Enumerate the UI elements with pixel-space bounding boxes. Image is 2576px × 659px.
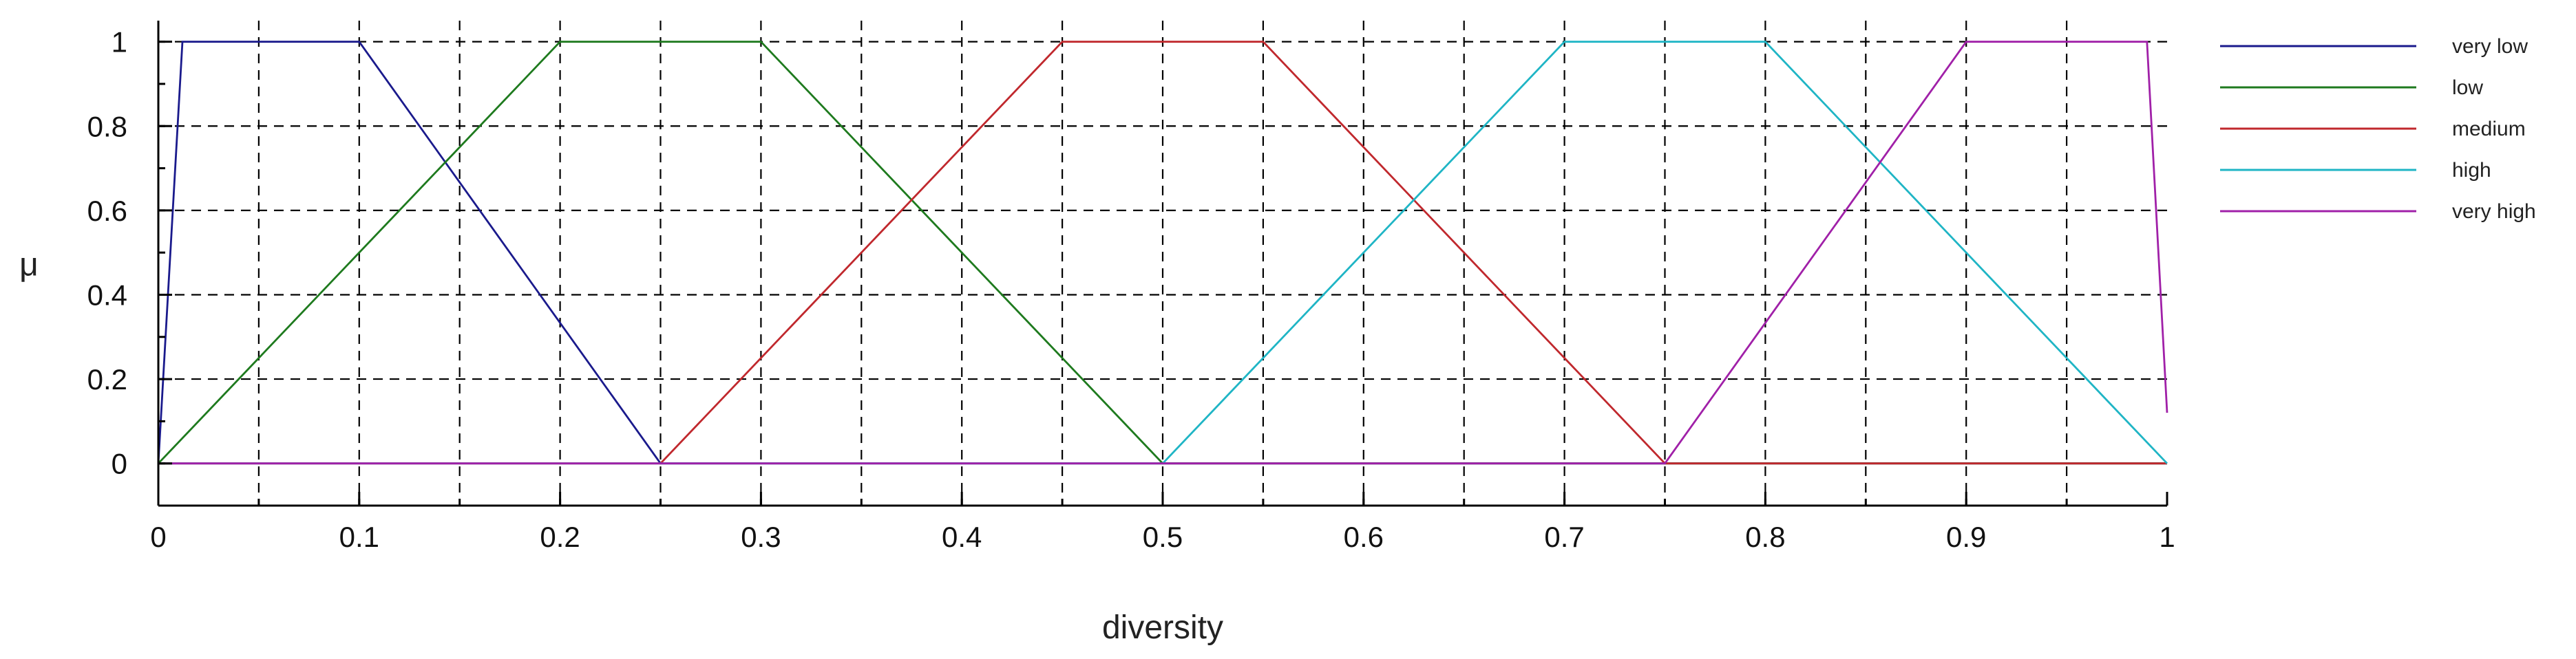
series-line-very-high — [158, 41, 2168, 465]
x-tick-label: 0.4 — [942, 521, 982, 553]
x-tick-label: 0.7 — [1544, 521, 1584, 553]
axes: 0 0.1 0.2 0.3 0.4 0.5 0.6 0.7 0.8 0.9 1 0 0.2 0.4 0.6 0… — [87, 21, 2175, 553]
y-tick-label: 0.6 — [87, 195, 127, 227]
x-tick-label: 0 — [150, 521, 166, 553]
legend: very low low medium high very high — [2220, 35, 2536, 223]
x-tick-label: 0.2 — [540, 521, 580, 553]
x-tick-label: 0.8 — [1745, 521, 1785, 553]
y-tick-label: 0.4 — [87, 279, 127, 311]
y-tick-label: 1 — [112, 26, 127, 58]
x-tick-label: 0.9 — [1946, 521, 1986, 553]
legend-label-high: high — [2452, 159, 2491, 182]
x-tick-label: 1 — [2159, 521, 2175, 553]
y-tick-label: 0.2 — [87, 363, 127, 396]
x-tick-label: 0.3 — [741, 521, 781, 553]
grid — [158, 21, 2167, 506]
legend-label-very-high: very high — [2452, 200, 2536, 223]
y-axis-title: μ — [19, 247, 39, 283]
x-tick-label: 0.1 — [339, 521, 379, 553]
legend-label-low: low — [2452, 76, 2483, 99]
legend-label-very-low: very low — [2452, 35, 2528, 58]
plot-series — [157, 41, 2168, 465]
x-tick-label: 0.5 — [1143, 521, 1183, 553]
y-tick-label: 0 — [112, 448, 127, 480]
x-tick-label: 0.6 — [1344, 521, 1384, 553]
y-tick-label: 0.8 — [87, 110, 127, 142]
legend-label-medium: medium — [2452, 118, 2526, 140]
x-axis-title: diversity — [1102, 609, 1223, 646]
